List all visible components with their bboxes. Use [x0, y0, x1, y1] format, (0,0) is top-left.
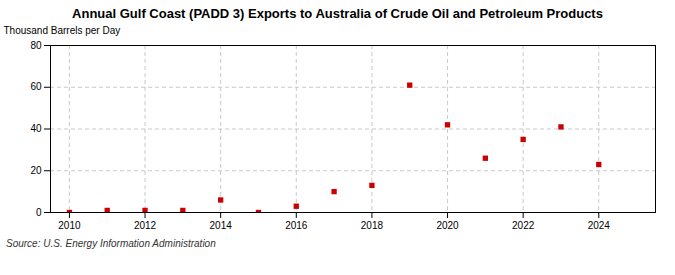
svg-text:2014: 2014 [210, 220, 233, 231]
svg-text:2012: 2012 [134, 220, 157, 231]
svg-text:60: 60 [30, 81, 42, 92]
html-text:Annual Gulf Coast (PADD 3) Exp: Annual Gulf Coast (PADD 3) Exports to Au… [72, 6, 603, 21]
svg-text:40: 40 [30, 123, 42, 134]
svg-text:2016: 2016 [285, 220, 308, 231]
svg-text:80: 80 [30, 40, 42, 51]
html-text:Source: U.S. Energy Informatio: Source: U.S. Energy Information Administ… [6, 238, 216, 249]
svg-text:2024: 2024 [588, 220, 611, 231]
svg-text:0: 0 [36, 207, 42, 218]
svg-text:2018: 2018 [361, 220, 384, 231]
svg-text:2020: 2020 [436, 220, 459, 231]
svg-text:2022: 2022 [512, 220, 535, 231]
svg-text:2010: 2010 [58, 220, 81, 231]
svg-text:Thousand Barrels per Day: Thousand Barrels per Day [4, 25, 121, 36]
svg-text:20: 20 [30, 165, 42, 176]
